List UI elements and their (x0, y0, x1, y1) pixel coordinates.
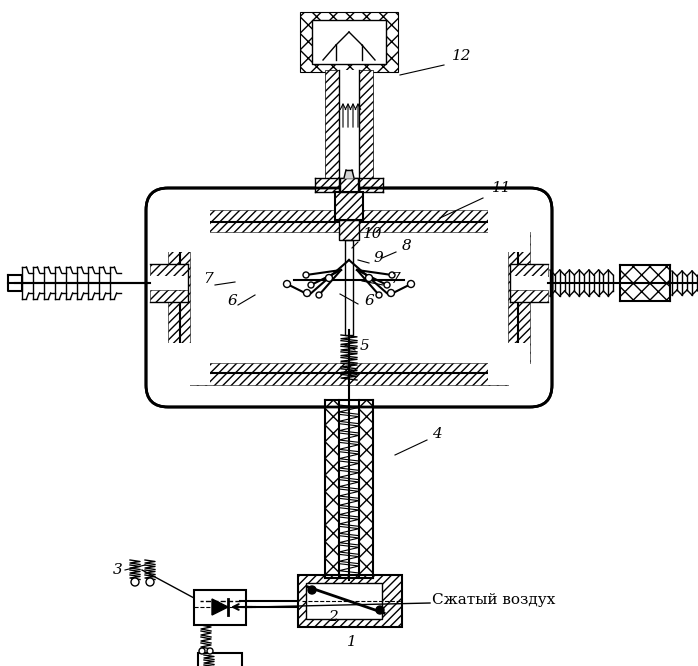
Circle shape (207, 648, 213, 654)
Text: 6: 6 (365, 294, 375, 308)
Text: Сжатый воздух: Сжатый воздух (432, 593, 556, 607)
Circle shape (199, 648, 205, 654)
Text: 9: 9 (374, 251, 384, 265)
Bar (315, 178, 383, 192)
Bar (190, 210, 508, 232)
Text: 4: 4 (432, 427, 442, 441)
Circle shape (384, 282, 390, 288)
Circle shape (325, 274, 332, 282)
Bar (488, 343, 530, 385)
Circle shape (283, 280, 290, 288)
Text: 10: 10 (363, 227, 383, 241)
Bar (300, 12, 398, 72)
Bar (339, 70, 359, 190)
Bar (168, 210, 210, 252)
Text: 8: 8 (402, 239, 412, 253)
Bar (325, 70, 339, 190)
Polygon shape (344, 170, 354, 178)
Bar (488, 210, 530, 252)
Bar (359, 70, 373, 190)
Text: 2: 2 (328, 610, 338, 624)
Bar (325, 400, 339, 578)
Bar (335, 192, 363, 220)
Circle shape (389, 272, 395, 278)
Text: 3: 3 (113, 563, 123, 577)
Bar (510, 276, 548, 290)
Circle shape (304, 290, 311, 296)
Bar (306, 583, 382, 619)
Bar (339, 220, 359, 240)
Bar (168, 343, 210, 385)
Circle shape (387, 290, 394, 296)
Text: 6: 6 (228, 294, 238, 308)
FancyBboxPatch shape (146, 188, 552, 407)
Text: 1: 1 (347, 635, 357, 649)
Circle shape (308, 586, 316, 594)
Circle shape (376, 292, 382, 298)
Circle shape (366, 274, 373, 282)
Bar (340, 178, 358, 192)
Circle shape (408, 280, 415, 288)
Polygon shape (323, 32, 375, 60)
Bar (340, 178, 358, 192)
Circle shape (146, 578, 154, 586)
Bar (298, 575, 402, 627)
Text: 12: 12 (452, 49, 472, 63)
Bar (510, 290, 548, 302)
Bar (150, 264, 188, 276)
Bar (168, 232, 190, 363)
Circle shape (308, 282, 314, 288)
Text: 5: 5 (360, 339, 370, 353)
Bar (298, 575, 402, 627)
Bar (312, 20, 386, 64)
Text: 7: 7 (390, 272, 400, 286)
Text: 11: 11 (492, 181, 512, 195)
Circle shape (303, 272, 309, 278)
Circle shape (316, 292, 322, 298)
Text: 7: 7 (203, 272, 213, 286)
Polygon shape (212, 599, 228, 615)
Bar (335, 192, 363, 220)
Bar (190, 363, 508, 385)
Bar (345, 240, 353, 335)
Bar (508, 232, 530, 363)
Bar (620, 265, 670, 301)
Bar (510, 264, 548, 276)
Bar (359, 400, 373, 578)
Bar (150, 276, 188, 290)
Bar (194, 590, 246, 625)
Bar (150, 290, 188, 302)
Bar (339, 220, 359, 240)
Polygon shape (8, 275, 22, 291)
Bar (198, 653, 242, 666)
Circle shape (376, 606, 384, 614)
Circle shape (131, 578, 139, 586)
